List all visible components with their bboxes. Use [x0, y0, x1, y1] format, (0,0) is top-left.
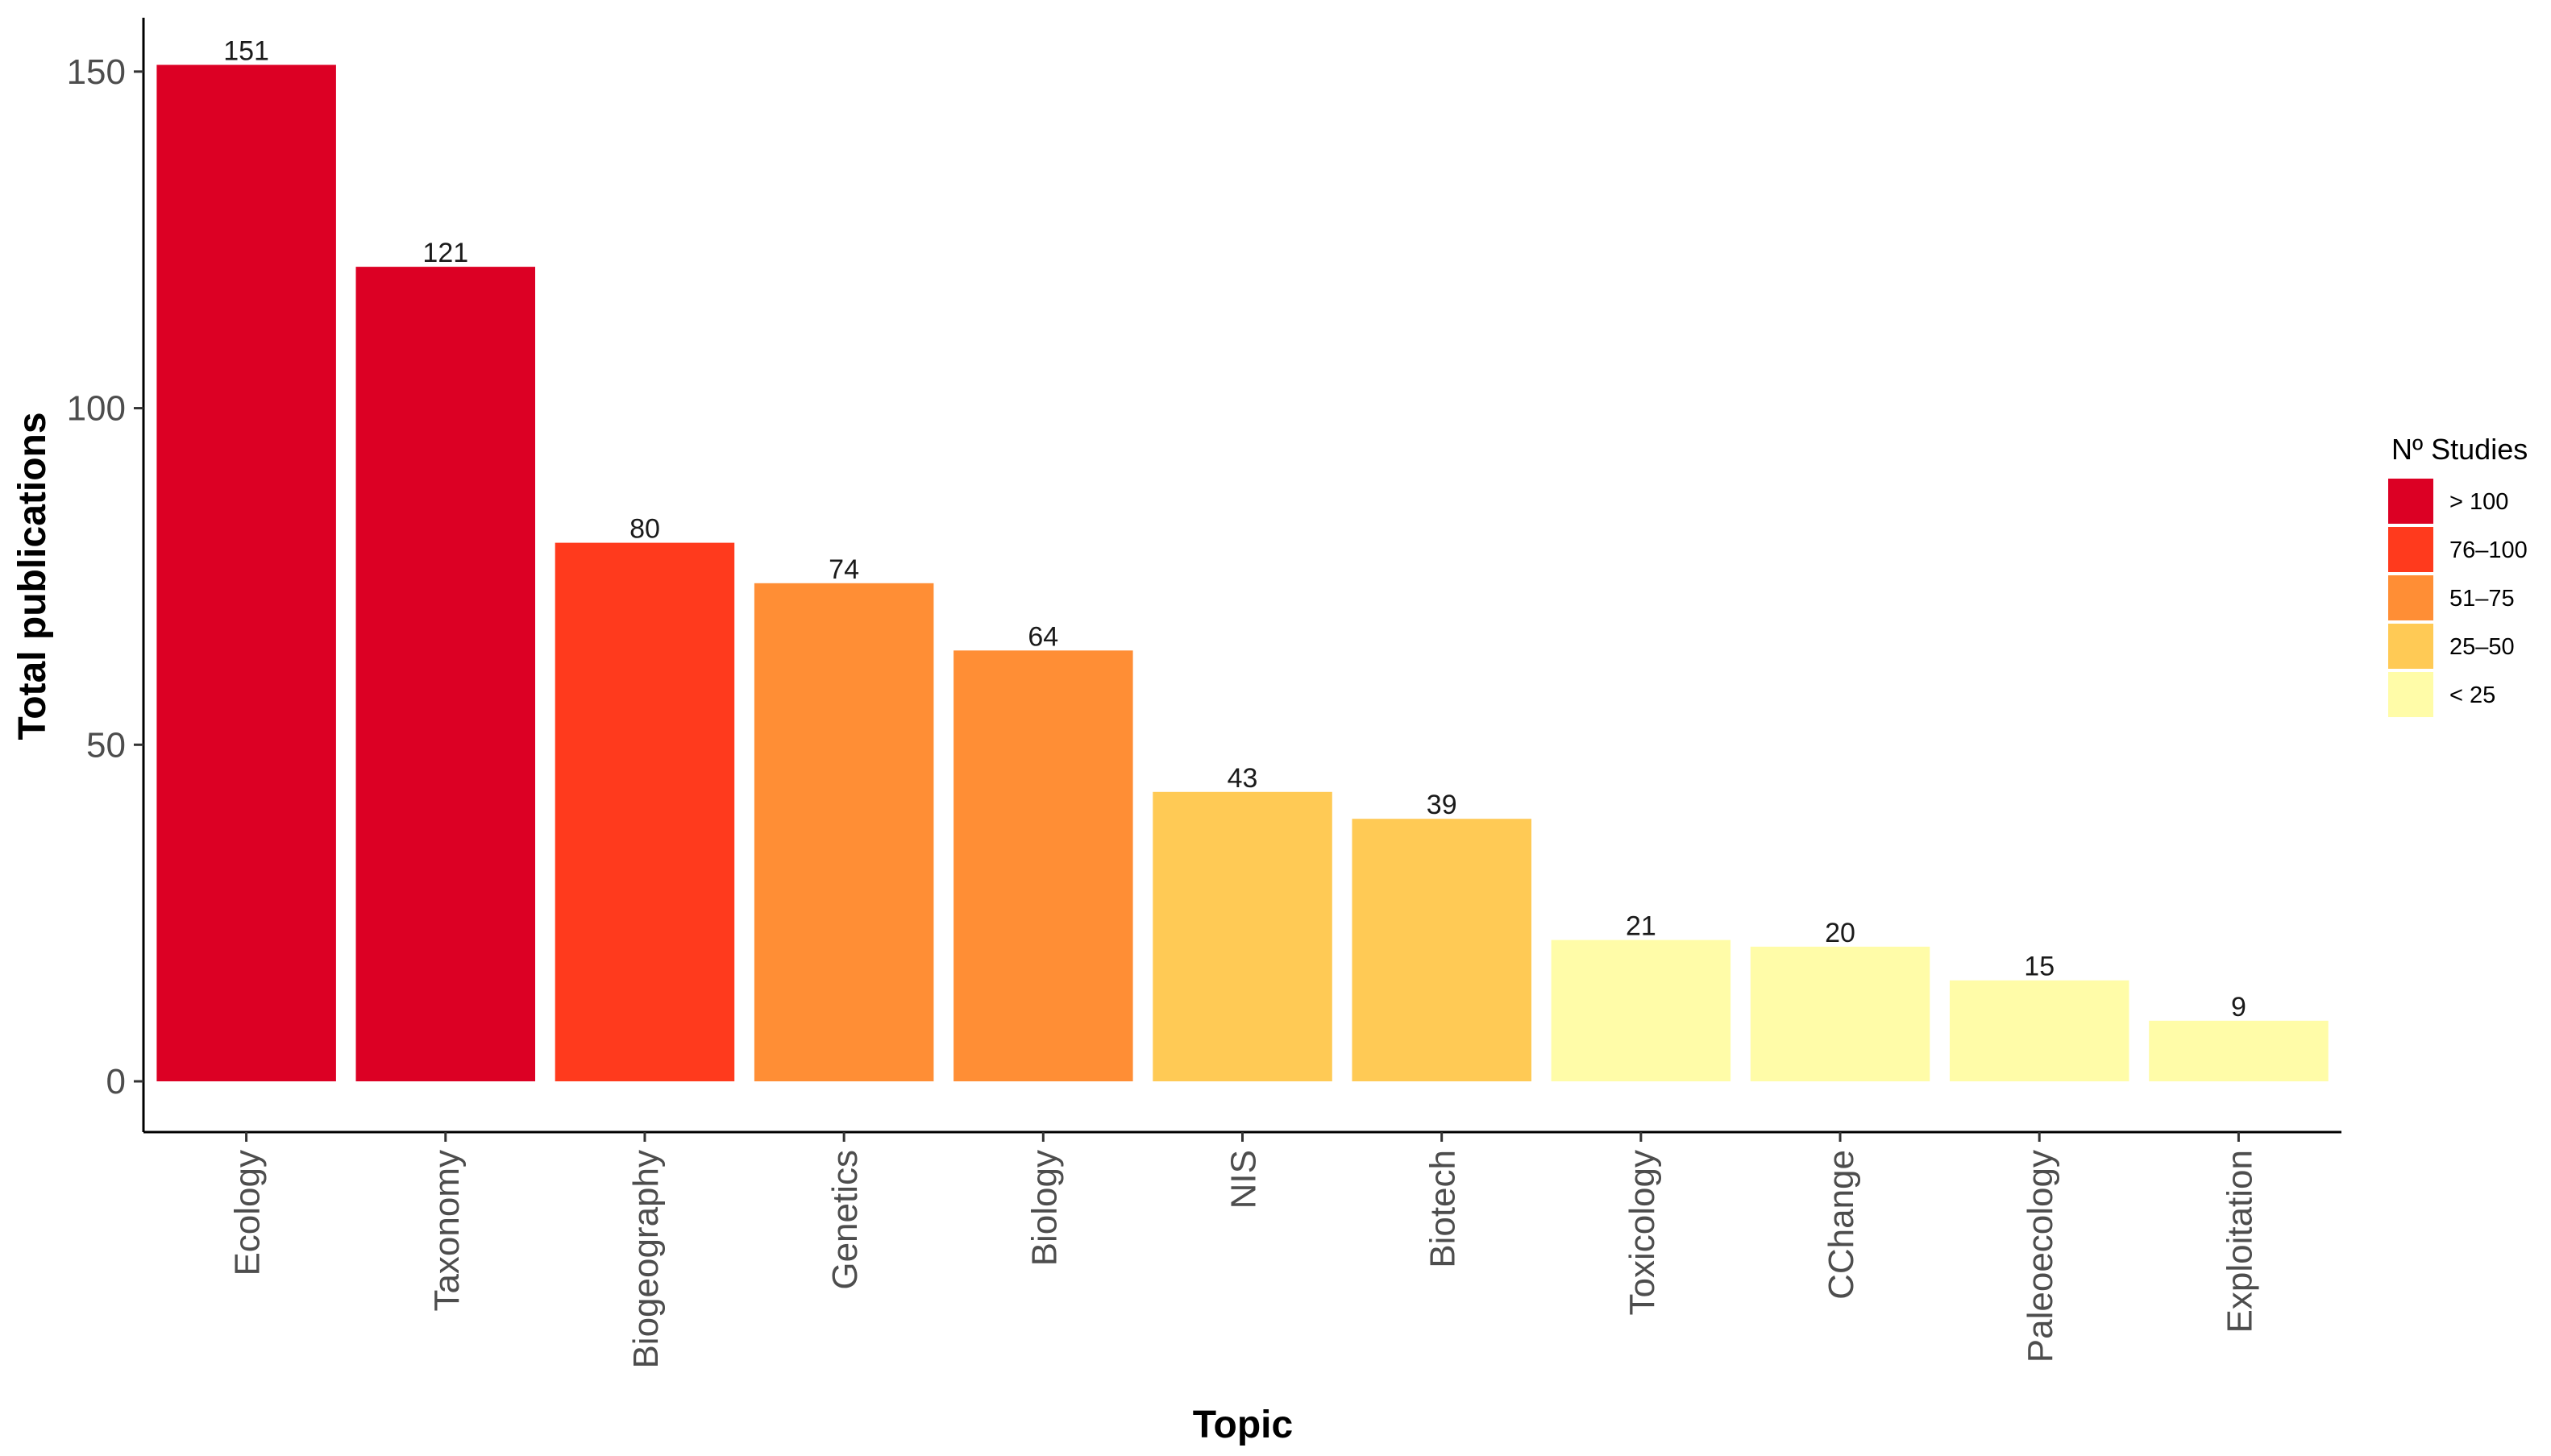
- x-tick-label-ecology: Ecology: [228, 1150, 268, 1276]
- bar-exploitation: [2149, 1020, 2329, 1081]
- y-ticks-layer: 0 50 100 150: [67, 52, 143, 1101]
- bars-layer: [156, 64, 2329, 1082]
- legend-key-25: [2388, 672, 2433, 717]
- legend-label-51-75: 51–75: [2449, 586, 2515, 612]
- y-tick-label: 150: [67, 52, 126, 92]
- legend-key-76-100: [2388, 527, 2433, 572]
- y-tick-label: 0: [106, 1062, 126, 1101]
- data-label-exploitation: 9: [2231, 992, 2246, 1023]
- data-label-biotech: 39: [1427, 790, 1457, 820]
- bar-genetics: [754, 583, 934, 1081]
- bar-paleoecology: [1950, 980, 2129, 1081]
- data-label-toxicology: 21: [1626, 911, 1656, 942]
- bar-biotech: [1352, 819, 1531, 1081]
- x-axis-title: Topic: [1193, 1404, 1293, 1446]
- x-tick-label-toxicology: Toxicology: [1622, 1150, 1662, 1315]
- data-label-cchange: 20: [1825, 918, 1855, 948]
- bar-biology: [954, 650, 1133, 1081]
- legend-label-25: < 25: [2449, 682, 2495, 708]
- data-label-ecology: 151: [223, 36, 269, 67]
- bar-toxicology: [1551, 940, 1731, 1081]
- x-tick-label-nis: NIS: [1224, 1150, 1264, 1209]
- legend-key-100: [2388, 479, 2433, 524]
- legend-key-51-75: [2388, 575, 2433, 620]
- legend-title: Nº Studies: [2391, 433, 2528, 466]
- x-ticks-layer: Ecology Taxonomy Biogeography Genetics Biolo…: [228, 1132, 2259, 1369]
- x-tick-label-genetics: Genetics: [825, 1150, 865, 1290]
- bar-ecology: [156, 64, 336, 1081]
- x-tick-label-taxonomy: Taxonomy: [427, 1150, 467, 1312]
- legend-label-25-50: 25–50: [2449, 634, 2515, 660]
- x-tick-label-biogeography: Biogeography: [626, 1150, 666, 1369]
- legend-label-76-100: 76–100: [2449, 537, 2528, 563]
- legend: Nº Studies > 100 76–100 51–75 25–50 < 25: [2388, 433, 2528, 717]
- data-label-genetics: 74: [829, 554, 859, 585]
- bar-cchange: [1750, 946, 1930, 1081]
- data-label-paleoecology: 15: [2024, 952, 2055, 982]
- data-label-biology: 64: [1028, 621, 1058, 652]
- y-axis-title: Total publications: [11, 412, 54, 740]
- bar-nis: [1153, 791, 1332, 1081]
- data-labels-layer: 151 121 80 74 64 43 39 21 20 15 9: [223, 36, 2246, 1023]
- bar-taxonomy: [355, 267, 535, 1082]
- x-tick-label-biology: Biology: [1024, 1150, 1064, 1266]
- y-tick-label: 50: [86, 725, 126, 765]
- legend-entries: > 100 76–100 51–75 25–50 < 25: [2388, 479, 2528, 717]
- x-tick-label-biotech: Biotech: [1423, 1150, 1463, 1268]
- x-tick-label-paleoecology: Paleoecology: [2021, 1150, 2060, 1363]
- data-label-biogeography: 80: [629, 514, 660, 545]
- bar-biogeography: [555, 542, 735, 1081]
- x-tick-label-exploitation: Exploitation: [2220, 1150, 2259, 1333]
- data-label-taxonomy: 121: [422, 238, 468, 268]
- legend-key-25-50: [2388, 624, 2433, 669]
- y-tick-label: 100: [67, 389, 126, 429]
- x-tick-label-cchange: CChange: [1822, 1150, 1861, 1300]
- data-label-nis: 43: [1228, 763, 1258, 794]
- legend-label-100: > 100: [2449, 489, 2508, 515]
